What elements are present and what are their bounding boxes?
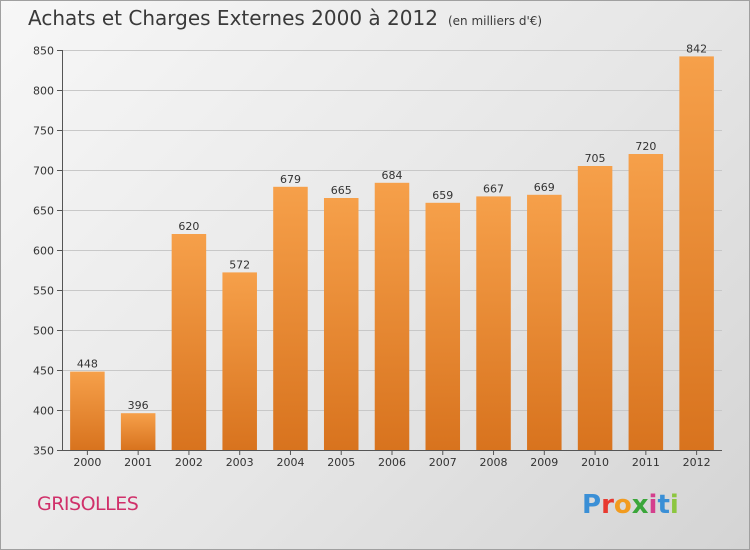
x-tick-label: 2005 [327,456,355,469]
bar [476,196,511,450]
bar [273,186,308,451]
proxiti-logo: Proxiti [582,490,679,520]
y-tick-label: 850 [33,45,54,58]
y-tick-label: 800 [33,85,54,98]
data-label: 720 [635,140,656,153]
bars [70,56,714,451]
y-tick-label: 700 [33,165,54,178]
data-label: 667 [483,182,504,195]
y-tick-label: 550 [33,285,54,298]
data-label: 669 [534,181,555,194]
bar [577,166,613,450]
y-tick-label: 350 [33,445,54,458]
x-tick-label: 2002 [175,456,203,469]
logo-letter: i [648,490,658,520]
logo-letter: t [657,490,670,520]
y-tick-label: 450 [33,365,54,378]
x-tick-label: 2004 [276,456,304,469]
logo-letter: P [582,490,602,520]
x-tick-label: 2009 [530,456,558,469]
x-tick-label: 2007 [429,456,457,469]
logo-letter: o [613,490,632,520]
x-tick-label: 2000 [73,456,101,469]
x-tick-label: 2001 [124,456,152,469]
y-tick-label: 600 [33,245,54,258]
bar [171,234,207,450]
unit-label: (en milliers d'€) [447,14,543,28]
bar [628,154,664,450]
y-tick-label: 500 [33,325,54,338]
data-label: 705 [585,152,606,165]
x-tick-label: 2011 [632,456,660,469]
bar [323,198,359,450]
x-tick-label: 2010 [581,456,609,469]
data-label: 396 [128,399,149,412]
bar [679,56,714,451]
x-tick-label: 2003 [226,456,254,469]
x-tick-label: 2012 [683,456,711,469]
y-tick-label: 400 [33,405,54,418]
y-tick-label: 650 [33,205,54,218]
data-label: 684 [382,169,403,182]
data-label: 572 [229,258,250,271]
bar [425,202,461,450]
x-tick-label: 2008 [480,456,508,469]
bar [120,413,156,450]
y-tick-label: 750 [33,125,54,138]
data-labels: 448 396 620 572 679 665 684 659 667 669 705 720 842 [77,42,707,412]
logo-letter: r [601,490,614,520]
axes: 350 400 450 500 550 600 650 700 750 800 850 2000 200… [33,45,722,469]
chart-title: Achats et Charges Externes 2000 à 2012 (e… [28,6,542,30]
data-label: 448 [77,358,98,371]
data-label: 620 [178,220,199,233]
bar [222,272,257,450]
logo-letter: x [631,490,649,520]
commune-name: GRISOLLES [37,493,139,515]
logo-letter: i [669,490,679,520]
data-label: 659 [432,189,453,202]
bar [70,371,105,450]
data-label: 842 [686,42,707,55]
data-label: 665 [331,184,352,197]
bar [527,194,562,450]
x-tick-label: 2006 [378,456,406,469]
bar [374,182,410,451]
data-label: 679 [280,173,301,186]
chart-title-text: Achats et Charges Externes 2000 à 2012 [28,6,438,30]
